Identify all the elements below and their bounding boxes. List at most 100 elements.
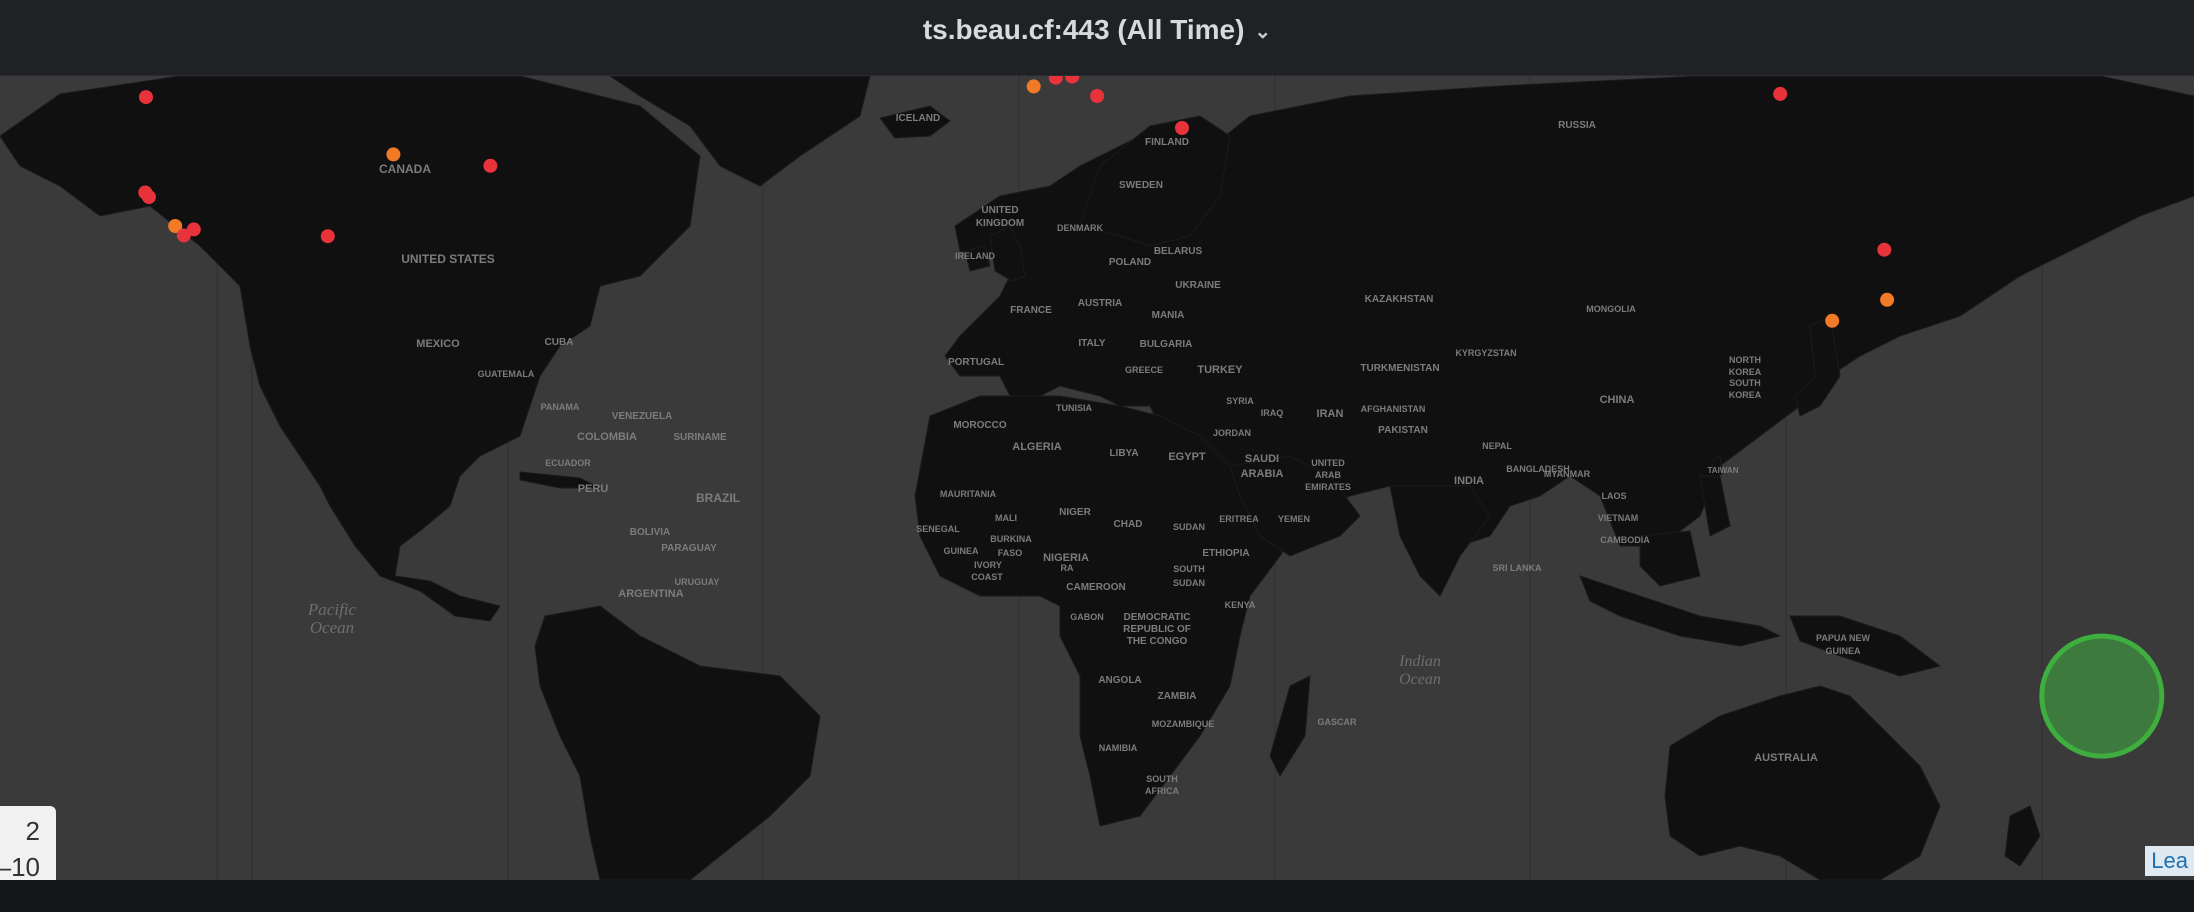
country-label: EMIRATES xyxy=(1305,482,1351,492)
panel-title[interactable]: ts.beau.cf:443 (All Time) ⌄ xyxy=(0,14,2194,46)
country-label: IVORY xyxy=(974,560,1002,570)
country-label: DENMARK xyxy=(1057,223,1103,233)
country-label: ARGENTINA xyxy=(618,588,683,600)
country-label: RA xyxy=(1061,563,1074,573)
country-label: BURKINA xyxy=(990,534,1032,544)
country-label: SENEGAL xyxy=(916,524,960,534)
marker-vienna[interactable] xyxy=(1090,89,1105,103)
landmass-ireland xyxy=(964,245,991,272)
marker-bucharest[interactable] xyxy=(1175,121,1189,135)
landmass-new-guinea xyxy=(1789,615,1942,677)
landmass-taiwan xyxy=(1711,455,1723,479)
country-label: AFGHANISTAN xyxy=(1361,404,1426,414)
map-markers[interactable] xyxy=(138,76,2165,759)
country-label: BOLIVIA xyxy=(630,527,671,538)
country-label: THE CONGO xyxy=(1127,636,1188,647)
country-label: AUSTRIA xyxy=(1078,298,1122,309)
landmass-south-america xyxy=(534,605,821,880)
country-label: ECUADOR xyxy=(545,458,591,468)
country-label: NIGERIA xyxy=(1043,552,1089,564)
country-label: CAMEROON xyxy=(1066,582,1125,593)
country-label: CANADA xyxy=(379,162,431,176)
bottom-bar xyxy=(0,880,2194,912)
marker-dallas[interactable] xyxy=(320,229,335,244)
country-label: KOREA xyxy=(1729,367,1762,377)
country-label: POLAND xyxy=(1109,257,1151,268)
country-label: ANGOLA xyxy=(1098,675,1141,686)
country-label: SYRIA xyxy=(1226,396,1254,406)
marker-hong-kong[interactable] xyxy=(1825,313,1840,328)
chevron-down-icon[interactable]: ⌄ xyxy=(1254,21,1272,44)
country-label: PAKISTAN xyxy=(1378,425,1428,436)
landmass-iceland xyxy=(879,105,951,139)
country-label: LIBYA xyxy=(1109,448,1138,459)
marker-paris[interactable] xyxy=(1026,79,1041,94)
map-legend: 2 –10 0+ xyxy=(0,806,56,880)
marker-sf-2[interactable] xyxy=(141,190,156,204)
country-label: GREECE xyxy=(1125,365,1163,375)
panel-title-text[interactable]: ts.beau.cf:443 (All Time) xyxy=(922,14,1245,45)
country-label: PAPUA NEW xyxy=(1816,633,1871,643)
marker-chicago[interactable] xyxy=(386,147,401,162)
country-label: SURINAME xyxy=(673,432,727,443)
marker-la[interactable] xyxy=(168,219,183,233)
marker-australia-east[interactable] xyxy=(2039,633,2165,759)
ocean-label: Indian xyxy=(1398,653,1441,670)
country-label: YEMEN xyxy=(1278,514,1310,524)
country-label: BRAZIL xyxy=(696,491,740,505)
landmass-arabia xyxy=(1229,455,1361,557)
country-label: PARAGUAY xyxy=(661,543,717,554)
country-label: MONGOLIA xyxy=(1586,304,1636,314)
country-label: BANGLADESH xyxy=(1506,464,1570,474)
country-label: URUGUAY xyxy=(675,577,720,587)
country-label: PERU xyxy=(578,483,609,495)
marker-taipei[interactable] xyxy=(1880,292,1895,307)
world-map[interactable]: CANADA UNITED STATES MEXICO CUBA GUATEMALA PA… xyxy=(0,76,2194,880)
landmass-india xyxy=(1389,485,1491,597)
country-label: MAURITANIA xyxy=(940,489,997,499)
country-label: COAST xyxy=(971,572,1003,582)
ocean-label: Pacific xyxy=(307,600,357,619)
landmass-britain xyxy=(989,225,1026,282)
marker-shanghai[interactable] xyxy=(1877,242,1892,257)
country-label: CHINA xyxy=(1600,394,1635,406)
marker-phoenix[interactable] xyxy=(186,222,201,237)
marker-seattle[interactable] xyxy=(139,90,153,105)
country-label: VENEZUELA xyxy=(612,411,673,422)
country-label: MYANMAR xyxy=(1544,469,1591,479)
country-label: KAZAKHSTAN xyxy=(1365,294,1434,305)
marker-luxembourg[interactable] xyxy=(1048,76,1063,85)
country-label: MALI xyxy=(995,513,1017,523)
country-label: NEPAL xyxy=(1482,441,1512,451)
country-label: KENYA xyxy=(1225,600,1256,610)
country-label: SOUTH xyxy=(1146,774,1178,784)
country-label: IRAN xyxy=(1317,408,1344,420)
marker-zurich[interactable] xyxy=(1065,76,1080,84)
landmass-philippines xyxy=(1699,475,1731,537)
country-label: ZAMBIA xyxy=(1158,691,1197,702)
marker-new-york[interactable] xyxy=(483,158,498,173)
country-label: UNITED xyxy=(1311,458,1345,468)
country-label: SWEDEN xyxy=(1119,180,1163,191)
country-label: TURKMENISTAN xyxy=(1360,363,1439,374)
country-label: CHAD xyxy=(1114,519,1143,530)
landmass-borneo xyxy=(1639,530,1701,587)
country-label: EGYPT xyxy=(1168,451,1206,463)
country-label: AUSTRALIA xyxy=(1754,752,1818,764)
country-label: ARAB xyxy=(1315,470,1341,480)
country-label: PORTUGAL xyxy=(948,357,1004,368)
country-label: REPUBLIC OF xyxy=(1123,624,1191,635)
country-label: VIETNAM xyxy=(1598,513,1639,523)
country-label: AFRICA xyxy=(1145,786,1179,796)
marker-ulaanbaatar[interactable] xyxy=(1773,86,1788,101)
country-label: MEXICO xyxy=(416,338,460,350)
landmass-new-zealand xyxy=(2004,805,2041,867)
landmass-scandinavia xyxy=(1079,115,1231,247)
country-label: SOUTH xyxy=(1729,378,1761,388)
country-label: CUBA xyxy=(545,337,574,348)
country-label: KYRGYZSTAN xyxy=(1455,348,1516,358)
country-label: GUATEMALA xyxy=(478,369,535,379)
landmass-indonesia xyxy=(1579,575,1782,647)
map-canvas[interactable]: CANADA UNITED STATES MEXICO CUBA GUATEMALA PA… xyxy=(0,76,2194,880)
leaflet-attribution-link[interactable]: Lea xyxy=(2145,846,2194,876)
